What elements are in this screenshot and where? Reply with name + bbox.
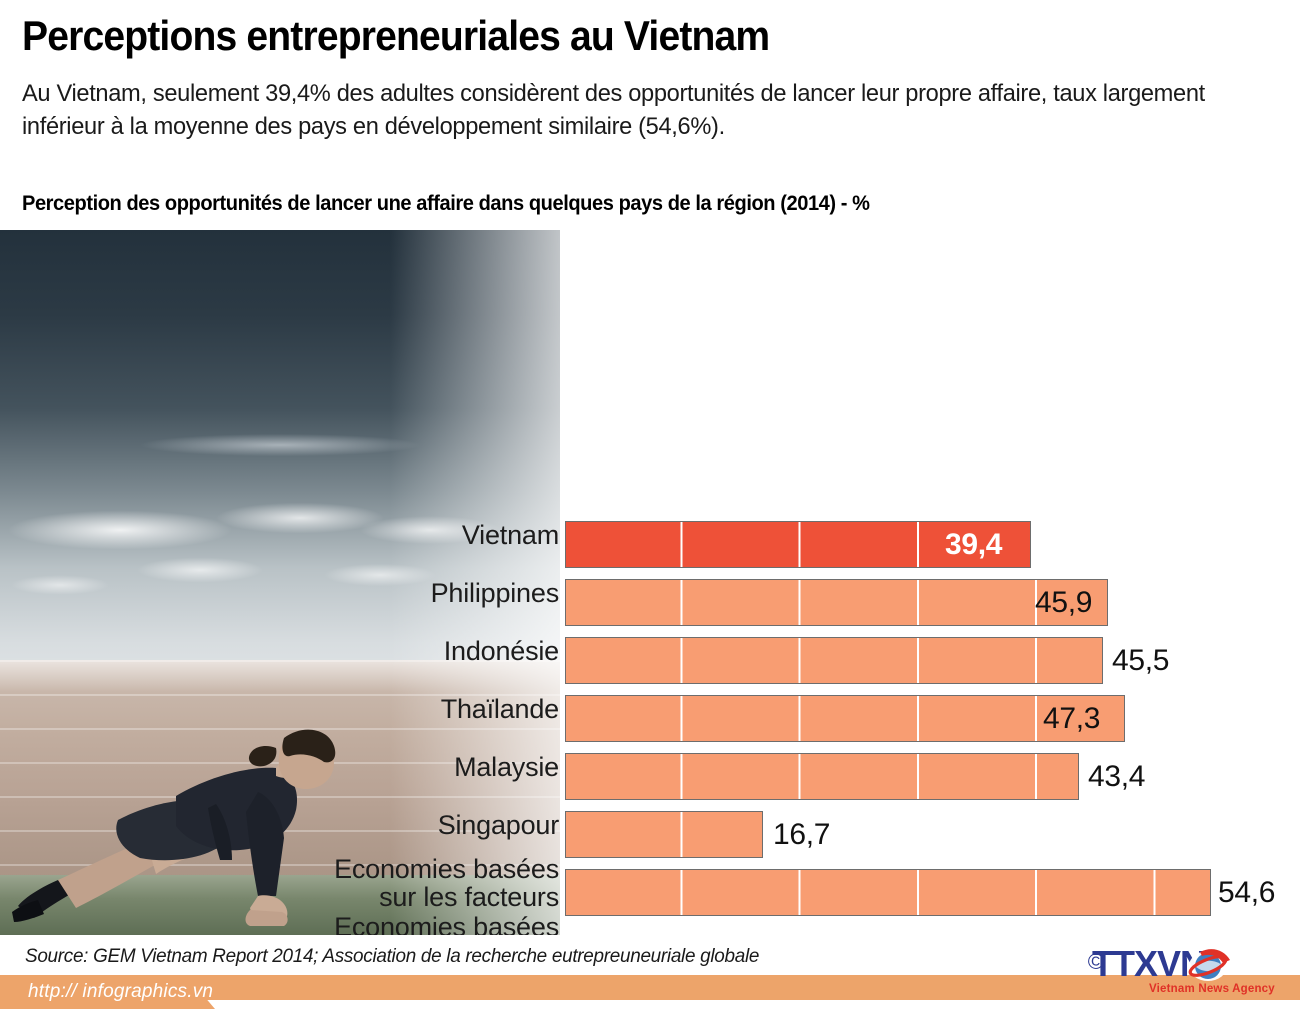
bar-singapour[interactable]	[565, 811, 763, 858]
bar-vietnam[interactable]	[565, 521, 1031, 568]
bar-value-economies-facteurs: 54,6	[1218, 876, 1276, 909]
page-subtitle: Au Vietnam, seulement 39,4% des adultes …	[22, 80, 1205, 140]
bar-value-indonesie: 45,5	[1112, 644, 1170, 677]
bar-value-vietnam: 39,4	[945, 528, 1003, 561]
svg-text:Vietnam News Agency: Vietnam News Agency	[1149, 983, 1275, 995]
bar-value-philippines: 45,9	[1035, 586, 1093, 619]
copyright-icon: ©	[1087, 949, 1104, 974]
bar-label-economies-facteurs: Economies basées sur les facteurs	[334, 854, 559, 913]
chart-panel: Vietnam Philippines Indonésie Thaïlande …	[0, 230, 1300, 935]
bar-label-thailande: Thaïlande	[440, 694, 559, 724]
bar-value-singapour: 16,7	[773, 818, 831, 851]
footer-url[interactable]: http:// infographics.vn	[28, 981, 214, 1002]
bar-label-philippines: Philippines	[430, 578, 560, 608]
svg-text:TTXVN: TTXVN	[1092, 943, 1205, 984]
footer-url-ribbon	[0, 975, 215, 1009]
source-text: Source: GEM Vietnam Report 2014; Associa…	[25, 945, 760, 967]
bar-label-singapour: Singapour	[437, 810, 559, 840]
bar-label-vietnam: Vietnam	[461, 520, 559, 550]
footer: Source: GEM Vietnam Report 2014; Associa…	[0, 935, 1300, 1009]
bar-value-malaysie: 43,4	[1088, 760, 1146, 793]
ttxvn-logo: TTXVN Vietnam News Agency	[1092, 943, 1275, 995]
bar-label-indonesie: Indonésie	[443, 636, 559, 666]
bar-value-thailande: 47,3	[1043, 702, 1101, 735]
page-title: Perceptions entrepreneuriales au Vietnam	[22, 12, 770, 59]
bar-chart: Vietnam Philippines Indonésie Thaïlande …	[0, 230, 1300, 935]
header: Perceptions entrepreneuriales au Vietnam…	[0, 0, 1300, 230]
bar-malaysie[interactable]	[565, 753, 1079, 800]
bar-label-malaysie: Malaysie	[454, 752, 559, 782]
bar-thailande[interactable]	[565, 695, 1125, 742]
bar-philippines[interactable]	[565, 579, 1108, 626]
bar-indonesie[interactable]	[565, 637, 1103, 684]
bar-economies-facteurs[interactable]	[565, 869, 1211, 916]
footer-orange-strip	[0, 975, 1300, 1000]
chart-caption: Perception des opportunités de lancer un…	[22, 192, 870, 215]
